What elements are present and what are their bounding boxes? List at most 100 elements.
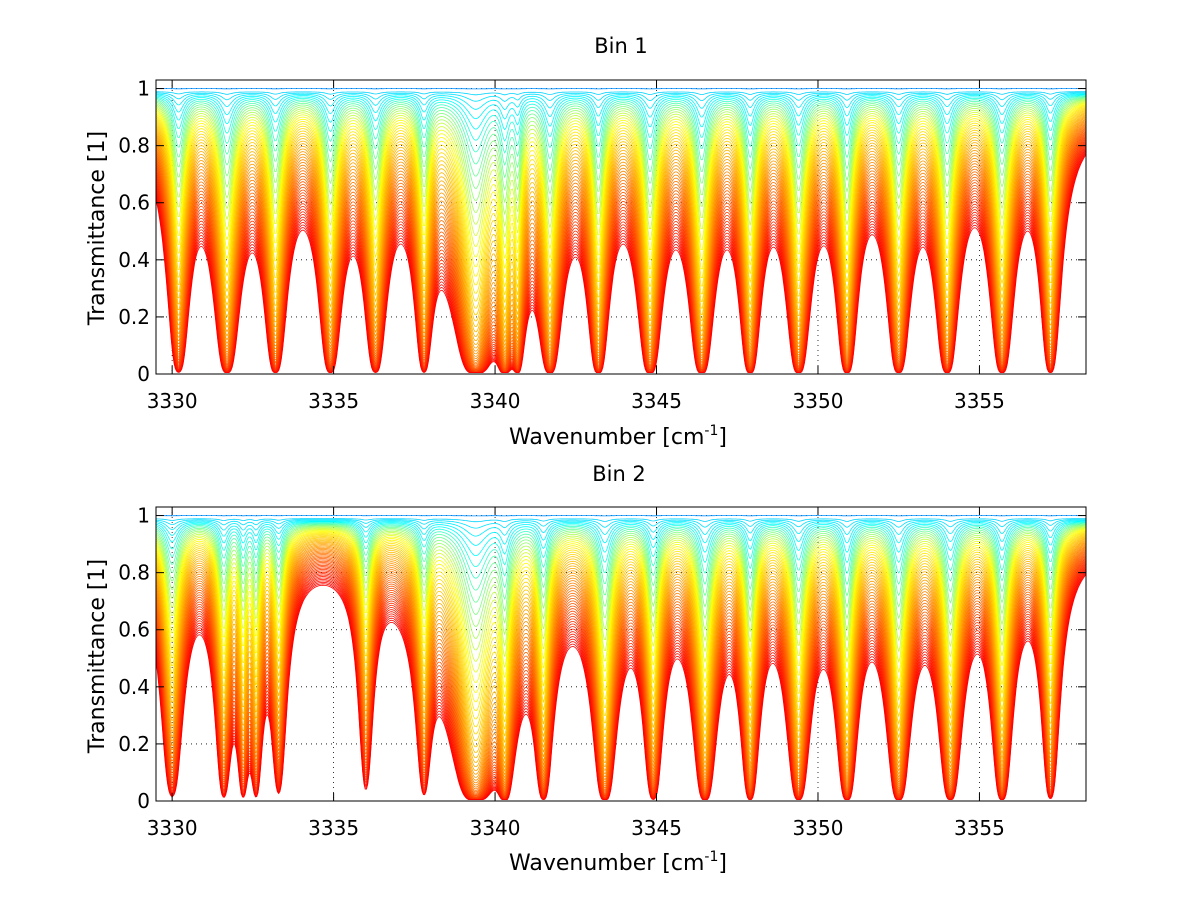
x-axis-label-superscript: -1 — [704, 423, 718, 439]
series-line — [156, 146, 1086, 374]
x-axis-label: Wavenumber [cm-1] — [509, 849, 727, 876]
series-line — [156, 142, 1086, 374]
series-line — [156, 132, 1086, 371]
series-line — [156, 571, 1086, 801]
series-line — [156, 129, 1086, 369]
series-line — [156, 524, 1086, 615]
series-line — [156, 95, 1086, 154]
series-line — [156, 119, 1086, 356]
series-line — [156, 98, 1086, 204]
series-line — [156, 526, 1086, 651]
series-line — [156, 527, 1086, 662]
series-line — [156, 521, 1086, 556]
series-line — [156, 531, 1086, 712]
series-line — [156, 97, 1086, 179]
series-line — [156, 140, 1086, 374]
x-axis-label-main: Wavenumber [cm — [509, 425, 704, 450]
series-line — [156, 113, 1086, 340]
plot-area: 0 0.2 0.4 0.6 0.8 1 3330 3335 3340 3345 3350 3355 — [118, 504, 1087, 840]
series-line — [156, 548, 1086, 791]
series-line — [156, 564, 1086, 800]
series-line — [156, 544, 1086, 784]
series-line — [156, 121, 1086, 361]
y-tick-label: 0.4 — [118, 248, 150, 272]
series-line — [156, 111, 1086, 330]
y-tick-label: 0.6 — [118, 191, 150, 215]
x-tick-label: 3350 — [793, 389, 844, 413]
chart-panel-bin-1: Bin 1 0 0.2 0.4 0.6 0.8 1 3330 3335 3340 3345 3350… — [85, 34, 1087, 450]
series-line — [156, 562, 1086, 800]
series-line — [156, 154, 1086, 374]
series-line — [156, 532, 1086, 728]
series-line — [156, 523, 1086, 603]
x-tick-label: 3345 — [631, 816, 682, 840]
series-line — [156, 557, 1086, 799]
series-line — [156, 151, 1086, 374]
series-line — [156, 518, 1086, 523]
series-line — [156, 538, 1086, 763]
series-line — [156, 143, 1086, 373]
series-line — [156, 147, 1086, 374]
x-tick-label: 3330 — [147, 389, 198, 413]
series-line — [156, 99, 1086, 216]
series-line — [156, 97, 1086, 192]
series-line — [156, 540, 1086, 772]
series-line — [156, 549, 1086, 793]
series-line — [156, 569, 1086, 800]
y-tick-label: 1 — [137, 504, 150, 528]
series-line — [156, 138, 1086, 373]
series-line — [156, 95, 1086, 142]
y-tick-label: 0.2 — [118, 732, 150, 756]
series-line — [156, 546, 1086, 788]
series-line — [156, 100, 1086, 228]
series-line — [156, 525, 1086, 639]
series-line — [156, 523, 1086, 591]
series-line — [156, 135, 1086, 372]
series-line — [156, 120, 1086, 359]
series-line — [156, 130, 1086, 370]
x-tick-label: 3335 — [308, 389, 359, 413]
series-line — [156, 528, 1086, 673]
series-group — [156, 515, 1086, 801]
series-line — [156, 522, 1086, 579]
series-line — [156, 535, 1086, 748]
series-line — [156, 528, 1086, 683]
series-line — [156, 114, 1086, 344]
x-tick-label: 3335 — [308, 816, 359, 840]
series-line — [156, 542, 1086, 778]
series-line — [156, 570, 1086, 801]
x-axis-label-suffix: ] — [718, 425, 727, 450]
series-line — [156, 109, 1086, 318]
series-line — [156, 127, 1086, 368]
series-line — [156, 559, 1086, 800]
series-line — [156, 102, 1086, 249]
series-line — [156, 552, 1086, 796]
series-line — [156, 144, 1086, 373]
series-line — [156, 131, 1086, 371]
series-line — [156, 532, 1086, 720]
series-line — [156, 117, 1086, 351]
series-line — [156, 565, 1086, 801]
series-line — [156, 554, 1086, 797]
chart-title: Bin 1 — [594, 34, 648, 58]
y-tick-label: 0.2 — [118, 305, 150, 329]
series-line — [156, 124, 1086, 364]
series-line — [156, 134, 1086, 372]
x-tick-label: 3330 — [147, 816, 198, 840]
axes-box — [155, 506, 1087, 802]
series-line — [156, 125, 1086, 366]
series-line — [156, 561, 1086, 800]
x-tick-label: 3340 — [470, 816, 521, 840]
series-line — [156, 519, 1086, 537]
series-line — [156, 563, 1086, 800]
series-line — [156, 115, 1086, 347]
series-line — [156, 530, 1086, 703]
series-line — [156, 525, 1086, 627]
x-tick-label: 3340 — [470, 389, 521, 413]
series-group — [156, 88, 1086, 374]
x-tick-label: 3345 — [631, 389, 682, 413]
series-line — [156, 556, 1086, 798]
series-line — [156, 148, 1086, 374]
series-line — [156, 529, 1086, 693]
